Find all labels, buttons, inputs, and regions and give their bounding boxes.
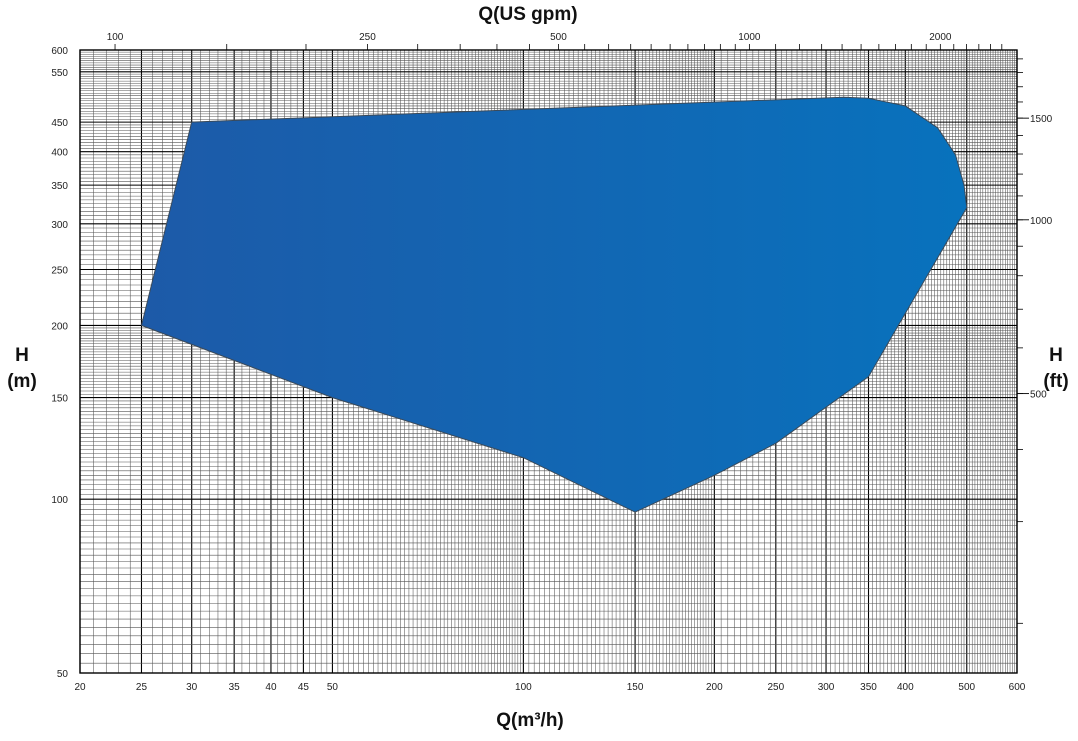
y-tick-label: 250 [51, 265, 68, 276]
x-tick-label: 45 [298, 682, 310, 693]
x2-tick-label: 250 [359, 32, 376, 43]
x2-axis-title: Q(US gpm) [478, 4, 577, 25]
y-tick-label: 600 [51, 46, 68, 57]
plot-border [79, 49, 1018, 674]
x-axis-title: Q(m³/h) [496, 710, 564, 731]
axis-titles: Q(m³/h) Q(US gpm) H (m) H (ft) [7, 4, 1068, 731]
x-tick-label: 300 [818, 682, 835, 693]
y2-tick-label: 1500 [1030, 114, 1053, 125]
y2-tick-label: 500 [1030, 390, 1047, 401]
x2-tick-label: 500 [550, 32, 567, 43]
y-tick-label: 50 [57, 669, 69, 680]
x-tick-label: 100 [515, 682, 532, 693]
y-tick-label: 200 [51, 321, 68, 332]
performance-area-layer [140, 96, 968, 513]
x-tick-label: 50 [327, 682, 339, 693]
x2-tick-label: 1000 [738, 32, 761, 43]
y2-axis-title-line1: H [1049, 345, 1063, 366]
x-tick-label: 25 [136, 682, 148, 693]
y-axis-title-line2: (m) [7, 371, 37, 392]
performance-area [140, 96, 968, 513]
y2-axis-title-line2: (ft) [1043, 371, 1068, 392]
plot-frame [79, 49, 1018, 674]
y2-tick-label: 1000 [1030, 216, 1053, 227]
y-tick-label: 300 [51, 220, 68, 231]
x2-tick-label: 2000 [929, 32, 952, 43]
y-tick-label: 150 [51, 394, 68, 405]
y-tick-label: 350 [51, 181, 68, 192]
x-tick-label: 500 [958, 682, 975, 693]
y-tick-label: 400 [51, 148, 68, 159]
x-tick-label: 200 [706, 682, 723, 693]
y-tick-label: 550 [51, 68, 68, 79]
x-tick-label: 40 [265, 682, 277, 693]
x-tick-label: 250 [767, 682, 784, 693]
x-tick-label: 400 [897, 682, 914, 693]
tick-labels: 20 25 30 35 40 45 50 100 150 200 250 300 350 400 500 60… [51, 32, 1052, 693]
y-axis-title-line1: H [15, 345, 29, 366]
x2-tick-label: 100 [107, 32, 124, 43]
x-tick-label: 30 [186, 682, 198, 693]
x-tick-label: 350 [860, 682, 877, 693]
x-tick-label: 600 [1009, 682, 1026, 693]
x-tick-label: 150 [627, 682, 644, 693]
x-tick-label: 20 [74, 682, 86, 693]
y-tick-label: 100 [51, 495, 68, 506]
y-tick-label: 450 [51, 118, 68, 129]
x-tick-label: 35 [229, 682, 241, 693]
